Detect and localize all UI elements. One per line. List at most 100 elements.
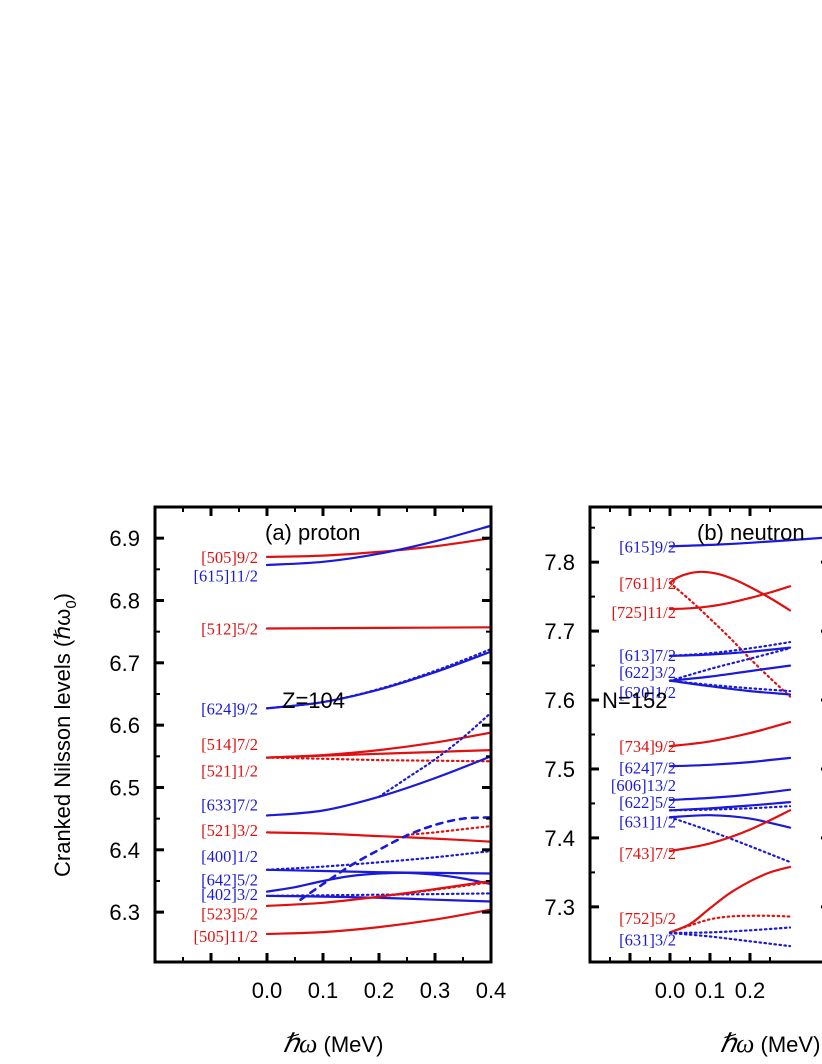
y-tick-label: 7.7 xyxy=(544,619,575,644)
level-label: [622]3/2 xyxy=(619,663,676,682)
level-curve xyxy=(668,647,792,682)
level-label: [606]13/2 xyxy=(611,776,676,795)
level-curve xyxy=(668,805,792,812)
level-curve xyxy=(265,908,491,936)
x-tick-label: 0.0 xyxy=(655,978,686,1003)
level-curve xyxy=(265,871,491,893)
y-tick-label: 6.4 xyxy=(109,838,140,863)
level-curve xyxy=(668,931,792,948)
y-tick-label: 7.8 xyxy=(544,550,575,575)
level-label: [743]7/2 xyxy=(619,844,676,863)
level-curve xyxy=(668,914,792,934)
level-curve xyxy=(668,646,792,657)
level-curve xyxy=(668,679,792,693)
y-tick-label: 6.5 xyxy=(109,775,140,800)
level-label: [752]5/2 xyxy=(619,909,676,928)
y-tick-label: 6.7 xyxy=(109,651,140,676)
y-axis-title-close: ) xyxy=(50,593,75,600)
y-tick-label: 6.8 xyxy=(109,588,140,613)
y-axis-title-subscript: 0 xyxy=(63,600,80,608)
y-tick-label: 6.3 xyxy=(109,900,140,925)
x-tick-label: 0.2 xyxy=(735,978,766,1003)
level-label: [734]9/2 xyxy=(619,737,676,756)
level-curve xyxy=(668,809,792,853)
panel-title-proton: (a) proton xyxy=(265,520,360,545)
level-curve xyxy=(668,816,792,864)
level-curve xyxy=(668,788,792,802)
level-curve xyxy=(265,831,491,843)
panel-title-neutron: (b) neutron xyxy=(697,520,805,545)
level-curve xyxy=(668,536,822,548)
x-axis-title-neutron: ℏω (MeV) xyxy=(720,1029,821,1058)
level-curve xyxy=(265,756,491,763)
level-label: [622]5/2 xyxy=(619,793,676,812)
level-curve xyxy=(668,801,792,812)
level-curve xyxy=(668,585,792,611)
level-label: [615]11/2 xyxy=(194,567,258,586)
level-curve xyxy=(377,711,491,798)
y-tick-label: 7.3 xyxy=(544,895,575,920)
panel-proton: [505]9/2[615]11/2 [512]5/2 [624]9/2 [514]7/… xyxy=(109,505,507,1058)
level-curve xyxy=(668,581,792,698)
y-axis-title: Cranked Nilsson levels (ℏω0) xyxy=(50,593,80,877)
level-label: [505]11/2 xyxy=(194,927,258,946)
level-curve xyxy=(668,721,792,748)
level-curve xyxy=(668,865,792,934)
level-label: [523]5/2 xyxy=(201,904,258,923)
level-label: [521]3/2 xyxy=(201,821,258,840)
x-axis-title-proton: ℏω (MeV) xyxy=(283,1029,384,1058)
level-curve xyxy=(265,650,491,710)
level-curve xyxy=(265,850,491,871)
level-label: [631]1/2 xyxy=(619,812,676,831)
level-curve xyxy=(265,626,491,630)
level-label: [615]9/2 xyxy=(619,537,676,556)
x-tick-label: 0.2 xyxy=(364,978,395,1003)
level-curve xyxy=(265,537,491,558)
level-curve xyxy=(668,679,792,696)
level-label: [402]3/2 xyxy=(201,885,258,904)
level-curve xyxy=(299,816,491,901)
x-tick-label: 0.0 xyxy=(252,978,283,1003)
level-curve xyxy=(265,755,491,817)
y-tick-label: 7.4 xyxy=(544,826,575,851)
level-curve xyxy=(668,664,792,682)
x-tick-label: 0.1 xyxy=(695,978,726,1003)
x-tick-label: 0.4 xyxy=(476,978,507,1003)
y-tick-label: 6.6 xyxy=(109,713,140,738)
panel-neutron: [615]9/2 [761]1/2 [725]11/2 [613]7/2[622]3/… xyxy=(544,505,822,1058)
level-curve xyxy=(377,881,491,898)
level-curve xyxy=(265,892,491,897)
level-label: [761]1/2 xyxy=(619,574,676,593)
level-curve xyxy=(265,868,491,875)
y-tick-label: 7.6 xyxy=(544,688,575,713)
level-label: [624]7/2 xyxy=(619,759,676,778)
level-label: [512]5/2 xyxy=(201,620,258,639)
x-tick-label: 0.3 xyxy=(420,978,451,1003)
level-curve xyxy=(668,926,792,935)
level-label: [514]7/2 xyxy=(201,735,258,754)
y-tick-label: 6.9 xyxy=(109,526,140,551)
level-curve xyxy=(265,648,491,710)
level-label: [624]9/2 xyxy=(201,699,258,718)
level-curve xyxy=(405,825,491,836)
level-label: [400]1/2 xyxy=(201,847,258,866)
level-label: [521]1/2 xyxy=(201,762,258,781)
level-curve xyxy=(265,749,491,759)
level-label: [633]7/2 xyxy=(201,795,258,814)
level-curve xyxy=(265,524,491,567)
annotation-n152: N=152 xyxy=(602,688,667,713)
level-label: [642]5/2 xyxy=(201,871,258,890)
level-curve xyxy=(668,756,792,768)
level-curve xyxy=(668,641,792,657)
annotation-z104: Z=104 xyxy=(282,688,345,713)
level-label: [613]7/2 xyxy=(619,646,676,665)
level-label: [505]9/2 xyxy=(201,548,258,567)
level-curve xyxy=(668,814,792,829)
level-label: [620]1/2 xyxy=(619,683,676,702)
level-label: [725]11/2 xyxy=(612,603,676,622)
x-tick-label: 0.1 xyxy=(308,978,339,1003)
level-label: [631]3/2 xyxy=(619,930,676,949)
y-tick-label: 7.5 xyxy=(544,757,575,782)
level-curve xyxy=(265,894,491,903)
